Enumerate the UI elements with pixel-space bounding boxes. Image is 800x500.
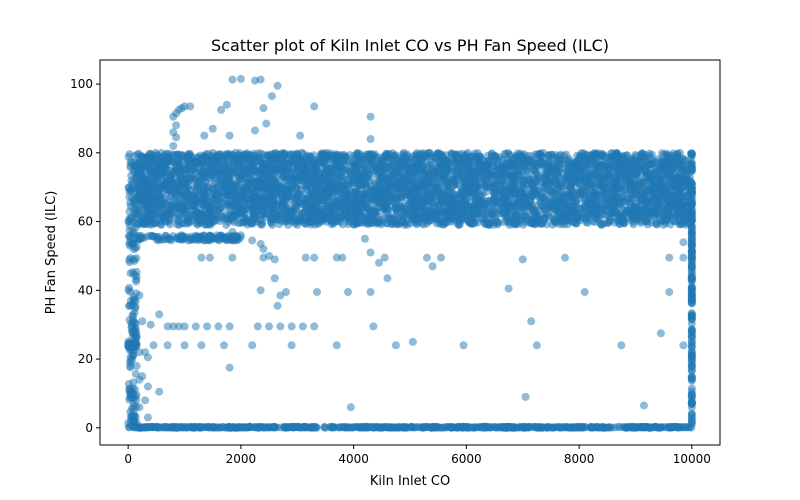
data-point: [593, 422, 602, 431]
data-point: [518, 180, 527, 189]
data-point: [336, 423, 345, 432]
data-point: [398, 423, 407, 432]
data-point: [687, 400, 696, 409]
data-point: [487, 150, 496, 159]
data-point: [466, 203, 475, 212]
data-point: [521, 165, 530, 174]
data-point: [280, 422, 289, 431]
data-point: [359, 422, 368, 431]
data-point: [561, 156, 570, 165]
data-point: [687, 296, 696, 305]
data-point: [225, 423, 234, 432]
data-point: [687, 275, 696, 284]
data-point: [658, 149, 667, 158]
data-point: [507, 423, 516, 432]
data-point: [125, 358, 134, 367]
data-point: [673, 423, 682, 432]
data-point: [295, 423, 304, 432]
data-point: [554, 423, 563, 432]
data-point: [131, 369, 140, 378]
data-point: [191, 423, 200, 432]
data-point: [687, 200, 696, 209]
data-point: [687, 261, 696, 270]
data-point: [390, 423, 399, 432]
data-point: [547, 174, 556, 183]
data-point: [173, 423, 182, 432]
data-point: [369, 423, 378, 432]
data-point: [478, 422, 487, 431]
data-point: [279, 198, 288, 207]
data-point: [636, 423, 645, 432]
data-point: [549, 187, 558, 196]
data-point: [469, 423, 478, 432]
data-point: [573, 151, 582, 160]
data-point: [179, 423, 188, 432]
data-point: [535, 423, 544, 432]
data-point: [636, 176, 645, 185]
data-point: [622, 423, 631, 432]
data-point: [184, 180, 193, 189]
data-point: [687, 366, 696, 375]
data-point: [300, 422, 309, 431]
plot-background: [100, 60, 720, 445]
data-point: [563, 423, 572, 432]
data-point: [218, 423, 227, 432]
data-point: [148, 423, 157, 432]
data-point: [125, 187, 134, 196]
data-point: [348, 423, 357, 432]
data-point: [526, 423, 535, 432]
data-point: [165, 170, 174, 179]
data-point: [459, 165, 468, 174]
data-point: [160, 422, 169, 431]
data-point: [572, 173, 581, 182]
data-point: [245, 422, 254, 431]
data-point: [266, 422, 275, 431]
data-point: [681, 423, 690, 432]
data-point: [525, 175, 534, 184]
data-point: [446, 187, 455, 196]
data-point: [605, 423, 614, 432]
data-point: [519, 423, 528, 432]
data-point: [379, 423, 388, 432]
data-point: [286, 150, 295, 159]
data-point: [657, 423, 666, 432]
data-point: [124, 152, 133, 161]
data-point: [127, 319, 136, 328]
data-point: [492, 423, 501, 432]
data-point: [203, 423, 212, 432]
data-point: [650, 422, 659, 431]
data-point: [443, 422, 452, 431]
data-point: [432, 422, 441, 431]
data-point: [124, 216, 133, 225]
data-point: [124, 379, 133, 388]
data-point: [320, 422, 329, 431]
points-layer: [124, 74, 696, 432]
data-point: [232, 423, 241, 432]
data-point: [411, 423, 420, 432]
data-point: [575, 423, 584, 432]
data-point: [602, 152, 611, 161]
data-point: [174, 158, 183, 167]
data-point: [459, 423, 468, 432]
data-point: [222, 199, 231, 208]
data-point: [128, 226, 137, 235]
data-point: [309, 423, 318, 432]
data-point: [630, 423, 639, 432]
